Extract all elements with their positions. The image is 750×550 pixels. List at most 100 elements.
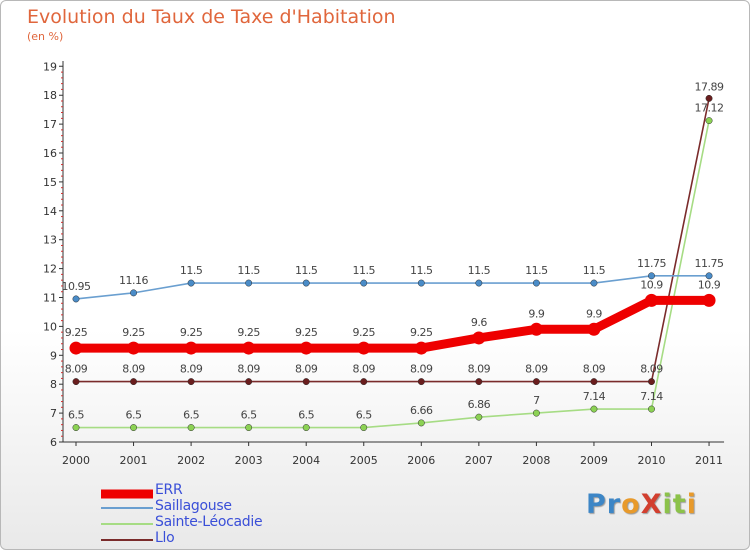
legend-item-saillagouse: Saillagouse — [101, 498, 341, 517]
data-point — [357, 341, 371, 355]
data-label: 8.09 — [65, 363, 88, 376]
data-label: 9.9 — [586, 307, 602, 320]
data-point — [302, 279, 310, 287]
data-point — [645, 293, 658, 307]
data-point — [475, 279, 483, 287]
x-tick-label: 2003 — [235, 454, 263, 467]
y-tick-label: 6 — [50, 436, 57, 449]
data-label: 7.14 — [640, 390, 663, 403]
y-tick-label: 19 — [43, 60, 57, 73]
data-point — [187, 279, 195, 287]
y-tick-label: 14 — [43, 205, 57, 218]
data-point — [702, 293, 716, 307]
legend-swatch-err — [101, 489, 153, 499]
data-label: 11.5 — [353, 264, 376, 277]
x-tick-label: 2011 — [695, 454, 723, 467]
chart-subtitle: (en %) — [27, 30, 64, 43]
data-label: 9.25 — [180, 326, 203, 339]
x-tick-label: 2010 — [638, 454, 666, 467]
data-point — [245, 279, 253, 287]
x-tick-label: 2008 — [522, 454, 550, 467]
data-point — [417, 419, 425, 427]
data-point — [72, 295, 80, 303]
legend-swatch-saillagouse — [101, 507, 153, 509]
legend-item-llo: Llo — [101, 530, 341, 549]
data-label: 10.95 — [62, 280, 91, 293]
x-tick-label: 2001 — [120, 454, 148, 467]
legend-label-sainte-leocadie: Sainte-Léocadie — [155, 514, 263, 530]
data-point — [648, 378, 655, 386]
data-label: 9.25 — [237, 326, 260, 339]
data-point — [130, 378, 138, 386]
data-point — [184, 341, 198, 355]
x-tick-label: 2007 — [465, 454, 493, 467]
proxiti-logo: ProXiti — [586, 489, 697, 520]
data-point — [590, 405, 598, 413]
data-point — [245, 378, 253, 386]
data-label: 6.5 — [126, 409, 142, 422]
data-label: 11.16 — [119, 274, 148, 287]
data-point — [417, 279, 425, 287]
data-point — [472, 331, 486, 345]
data-point — [417, 378, 425, 386]
data-point — [127, 341, 141, 355]
x-tick-label: 2006 — [407, 454, 435, 467]
data-label: 9.25 — [65, 326, 88, 339]
data-label: 17.12 — [695, 102, 724, 115]
data-point — [648, 405, 655, 413]
y-tick-label: 17 — [43, 118, 57, 131]
data-label: 10.9 — [640, 278, 663, 291]
data-label: 9.9 — [528, 307, 544, 320]
data-label: 6.5 — [183, 409, 199, 422]
data-label: 11.5 — [525, 264, 548, 277]
chart-title: Evolution du Taux de Taxe d'Habitation — [27, 6, 396, 28]
x-tick-label: 2000 — [62, 454, 90, 467]
data-label: 11.5 — [410, 264, 433, 277]
data-point — [590, 279, 598, 287]
data-label: 8.09 — [640, 363, 663, 376]
x-tick-label: 2005 — [350, 454, 378, 467]
data-label: 11.5 — [180, 264, 203, 277]
legend-item-sainte-leocadie: Sainte-Léocadie — [101, 514, 341, 533]
data-point — [705, 117, 713, 125]
y-tick-label: 7 — [50, 407, 57, 420]
series-line-0 — [71, 295, 714, 353]
y-tick-label: 8 — [50, 378, 57, 391]
data-label: 11.5 — [295, 264, 318, 277]
legend-label-llo: Llo — [155, 530, 175, 546]
legend-swatch-sainte-leocadie — [101, 523, 153, 525]
x-tick-label: 2009 — [580, 454, 608, 467]
data-point — [587, 322, 601, 336]
data-label: 6.5 — [356, 409, 372, 422]
data-label: 8.09 — [410, 363, 433, 376]
legend-label-err: ERR — [155, 482, 183, 498]
data-point — [69, 341, 83, 355]
data-point — [187, 424, 195, 431]
data-label: 8.09 — [295, 363, 318, 376]
data-point — [648, 272, 655, 280]
data-point — [414, 341, 428, 355]
data-point — [532, 378, 540, 386]
data-point — [245, 424, 253, 431]
data-point — [242, 341, 256, 355]
y-tick-label: 13 — [43, 234, 57, 247]
data-point — [475, 378, 483, 386]
data-label: 6.5 — [241, 409, 257, 422]
data-point — [130, 424, 138, 431]
y-tick-label: 18 — [43, 89, 57, 102]
y-tick-label: 11 — [43, 292, 57, 305]
data-point — [187, 378, 195, 386]
data-label: 11.75 — [637, 257, 666, 270]
data-label: 8.09 — [180, 363, 203, 376]
data-label: 8.09 — [122, 363, 145, 376]
data-point — [705, 94, 713, 102]
data-label: 9.25 — [353, 326, 376, 339]
data-point — [130, 289, 138, 297]
y-tick-label: 16 — [43, 147, 57, 160]
series-line-2 — [75, 119, 710, 429]
legend-label-saillagouse: Saillagouse — [155, 498, 232, 514]
data-label: 6.66 — [410, 404, 433, 417]
data-label: 9.25 — [295, 326, 318, 339]
data-label: 17.89 — [695, 80, 724, 93]
